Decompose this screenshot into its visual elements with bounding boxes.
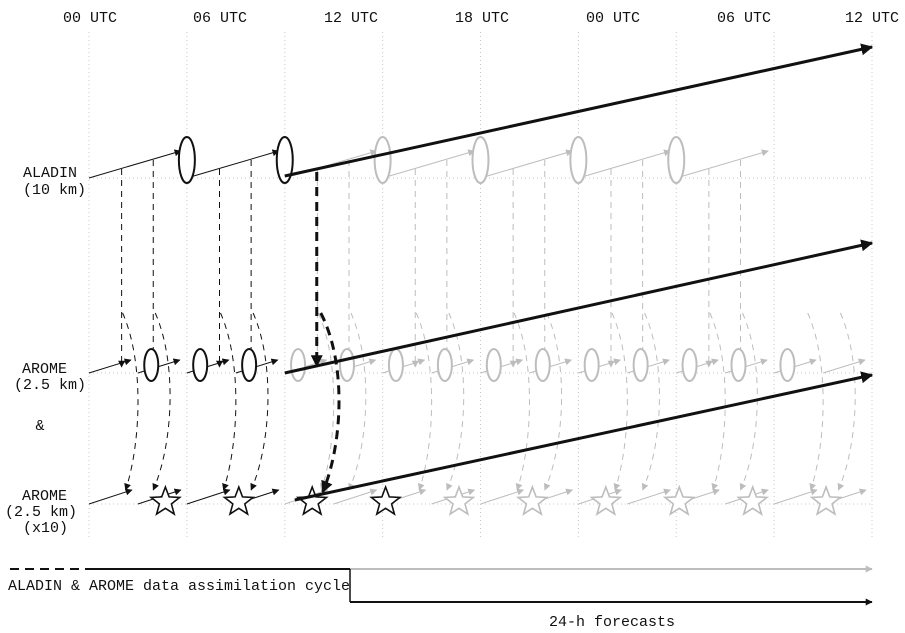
arome-ensemble-coupling [348,312,367,491]
time-axis: 00 UTC 06 UTC 12 UTC 18 UTC 00 UTC 06 UT… [63,10,899,27]
aladin-guess-arrow [186,149,280,179]
ensemble-star [736,484,770,516]
ensemble-guess-arrow [88,488,133,505]
ensemble-star [809,484,843,516]
future-cycles [284,136,867,516]
aladin-label-line1: ALADIN [23,165,77,182]
analysis-ellipse [779,348,796,382]
arome-ensemble-coupling [611,312,628,491]
time-label-3: 18 UTC [455,10,509,27]
time-label-5: 06 UTC [717,10,771,27]
analysis-ellipse [436,348,453,382]
ensemble-guess-arrow [186,488,231,505]
arome-ensemble-coupling [317,312,335,491]
arome-ensemble-coupling [122,312,139,491]
arome-ensemble-coupling [513,312,530,491]
arome-ensemble-boundary-arrow [319,312,341,494]
arome-ensemble-coupling [415,312,433,491]
analysis-ellipse [177,136,196,184]
ensemble-guess-arrow [627,488,671,505]
analysis-ellipse [339,348,355,382]
analysis-ellipse [387,348,404,382]
aladin-guess-arrow [676,149,769,179]
current-cycles [88,43,874,516]
arome-ensemble-coupling [220,312,237,491]
ensemble-star [662,484,696,516]
analysis-ellipse [667,136,686,184]
arome-guess-arrow [822,358,866,374]
time-label-4: 00 UTC [586,10,640,27]
ensemble-guess-arrow [773,488,818,505]
arome-ensemble-coupling [641,312,660,491]
arome-label-line2: (2.5 km) [14,377,86,394]
ensemble-star [148,484,182,516]
analysis-ellipse [632,348,649,382]
ensemble-star [222,484,256,516]
ensemble-guess-arrow [480,488,525,505]
arome-ensemble-coupling [739,312,758,491]
analysis-ellipse [730,348,747,382]
aladin-guess-arrow [578,149,671,179]
arome-guess-arrow [88,358,132,374]
grid-lines [88,32,873,540]
arome-ensemble-coupling [152,312,171,491]
analysis-ellipse [569,136,588,184]
model-labels: ALADIN (10 km) AROME (2.5 km) & AROME (2… [5,165,86,537]
arome-ensemble-label: AROME (2.5 km) (x10) [5,488,86,537]
aladin-guess-arrow [88,149,182,179]
arome-ensemble-coupling [544,312,562,491]
aladin-forecast-arrow [284,43,874,178]
arome-ensemble-label-line3: (x10) [23,520,68,537]
time-label-0: 00 UTC [63,10,117,27]
analysis-ellipse [485,348,502,382]
ensemble-star [589,484,623,516]
analysis-ellipse [143,348,160,382]
legend-forecast-text: 24-h forecasts [549,614,675,631]
analysis-ellipse [373,136,392,184]
aladin-guess-arrow [480,149,574,179]
analysis-ellipse [471,136,490,184]
arome-label-line1: AROME [22,361,67,378]
arome-ensemble-coupling [446,312,465,491]
arome-ensemble-label-line2: (2.5 km) [5,504,77,521]
analysis-ellipse [681,348,698,382]
time-label-6: 12 UTC [845,10,899,27]
ampersand-label: & [35,418,44,435]
analysis-ellipse [290,348,307,382]
ensemble-star [442,484,476,516]
ensemble-star [369,484,403,516]
time-label-1: 06 UTC [193,10,247,27]
analysis-ellipse [534,348,551,382]
ensemble-star [516,484,549,516]
ensemble-guess-arrow [333,488,378,505]
legend: ALADIN & AROME data assimilation cycle 2… [8,565,873,631]
analysis-ellipse [192,348,209,382]
arome-label: AROME (2.5 km) [14,361,86,394]
arome-ensemble-coupling [250,312,269,491]
aladin-label-line2: (10 km) [23,182,86,199]
ensemble-forecast-arrow [294,371,874,502]
arome-ensemble-coupling [709,312,726,491]
analysis-ellipse [275,136,294,184]
aladin-guess-arrow [382,149,476,179]
time-label-2: 12 UTC [324,10,378,27]
arome-forecast-arrow [284,239,874,375]
arome-ensemble-coupling [807,312,824,491]
arome-ensemble-label-line1: AROME [22,488,67,505]
arome-ensemble-coupling [837,312,856,491]
legend-assimilation-text: ALADIN & AROME data assimilation cycle [8,578,350,595]
analysis-ellipse [241,348,258,382]
aladin-label: ALADIN (10 km) [23,165,86,199]
analysis-ellipse [583,348,600,382]
